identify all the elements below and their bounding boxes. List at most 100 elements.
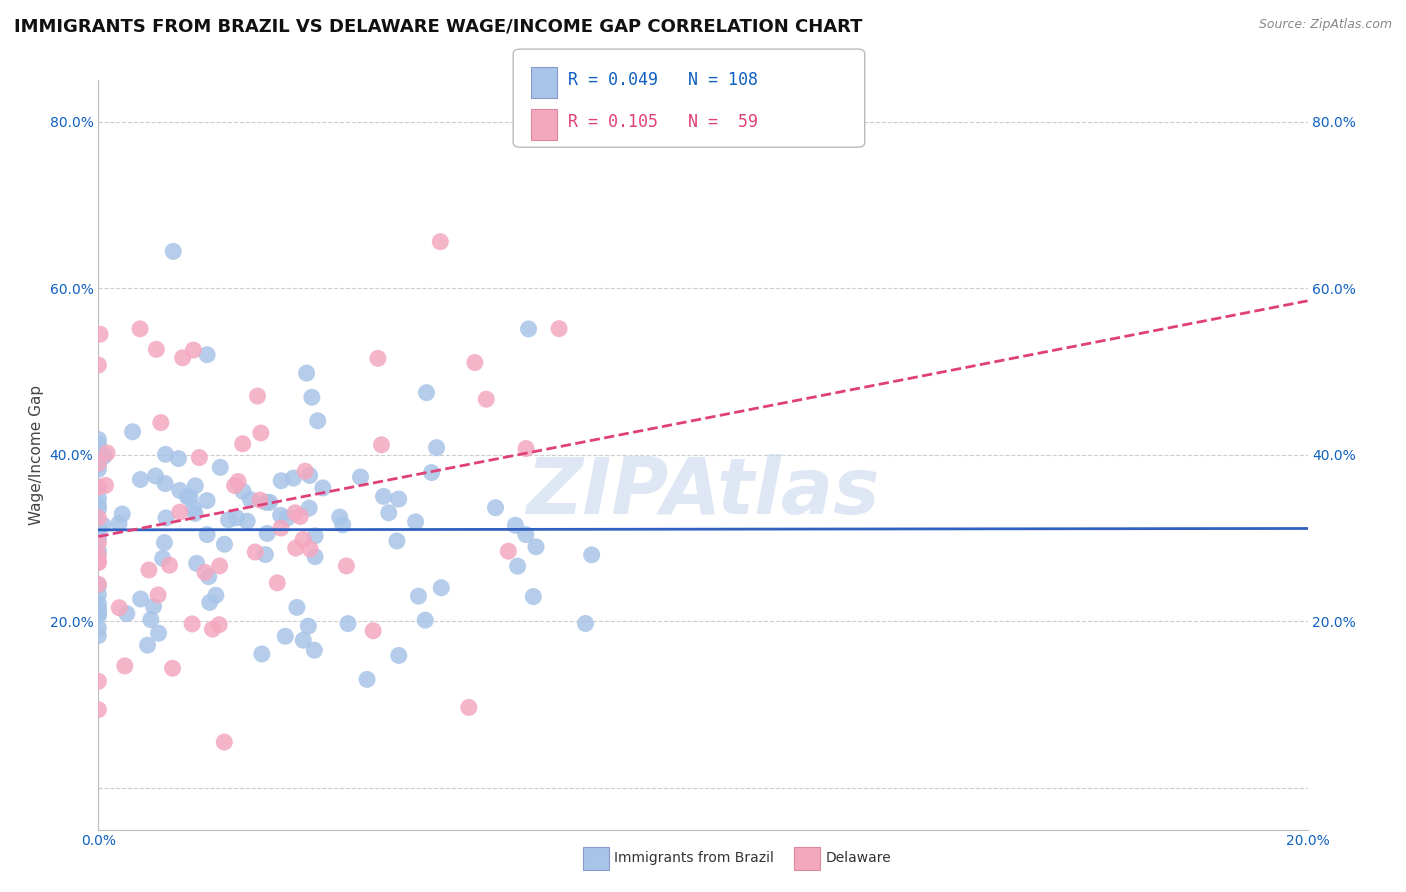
Point <box>250 647 273 661</box>
Point <box>91 518 114 533</box>
Point <box>195 527 218 541</box>
Point <box>295 366 318 380</box>
Point <box>87 604 110 618</box>
Point <box>312 481 335 495</box>
Point <box>162 661 184 675</box>
Point <box>149 416 172 430</box>
Point <box>249 493 271 508</box>
Point <box>304 529 326 543</box>
Point <box>270 521 292 535</box>
Point <box>236 514 259 528</box>
Point <box>361 624 384 638</box>
Point <box>329 510 352 524</box>
Point <box>153 476 176 491</box>
Point <box>429 235 451 249</box>
Point <box>515 527 537 541</box>
Point <box>108 600 131 615</box>
Point <box>159 558 181 573</box>
Point <box>270 508 292 523</box>
Point <box>87 549 110 563</box>
Point <box>336 616 359 631</box>
Point <box>283 471 305 485</box>
Point <box>420 466 443 480</box>
Point <box>111 507 134 521</box>
Point <box>94 478 117 492</box>
Point <box>299 541 322 556</box>
Point <box>172 351 194 365</box>
Point <box>224 478 246 492</box>
Point <box>370 438 392 452</box>
Point <box>87 522 110 536</box>
Point <box>290 509 312 524</box>
Point <box>87 458 110 472</box>
Point <box>87 535 110 549</box>
Point <box>298 501 321 516</box>
Point <box>505 518 527 533</box>
Point <box>430 581 453 595</box>
Point <box>475 392 498 407</box>
Point <box>87 502 110 516</box>
Point <box>87 629 110 643</box>
Point <box>87 555 110 569</box>
Point <box>292 633 315 648</box>
Point <box>464 355 486 369</box>
Point <box>266 575 288 590</box>
Point <box>301 390 323 404</box>
Point <box>87 531 110 545</box>
Point <box>87 437 110 451</box>
Point <box>388 648 411 663</box>
Point <box>87 480 110 494</box>
Point <box>298 468 321 483</box>
Point <box>208 617 231 632</box>
Point <box>87 433 110 447</box>
Point <box>155 511 177 525</box>
Point <box>232 484 254 499</box>
Point <box>87 556 110 570</box>
Point <box>145 343 167 357</box>
Point <box>201 622 224 636</box>
Point <box>152 551 174 566</box>
Point <box>524 540 547 554</box>
Point <box>198 595 221 609</box>
Point <box>87 577 110 591</box>
Point <box>259 495 281 509</box>
Point <box>169 483 191 498</box>
Point <box>226 475 249 489</box>
Point <box>148 626 170 640</box>
Point <box>413 613 436 627</box>
Point <box>142 599 165 614</box>
Point <box>89 327 111 342</box>
Point <box>214 735 236 749</box>
Point <box>184 479 207 493</box>
Point <box>129 473 152 487</box>
Text: Immigrants from Brazil: Immigrants from Brazil <box>614 851 775 865</box>
Point <box>145 469 167 483</box>
Point <box>356 673 378 687</box>
Point <box>256 526 278 541</box>
Point <box>332 517 354 532</box>
Point <box>522 590 544 604</box>
Point <box>183 501 205 516</box>
Point <box>284 541 307 555</box>
Point <box>87 462 110 476</box>
Point <box>87 608 110 623</box>
Point <box>250 425 273 440</box>
Point <box>498 544 520 558</box>
Point <box>239 492 262 507</box>
Point <box>548 321 571 335</box>
Point <box>425 441 447 455</box>
Point <box>285 600 308 615</box>
Point <box>93 449 115 463</box>
Point <box>184 507 207 521</box>
Point <box>129 592 152 607</box>
Point <box>254 495 277 509</box>
Point <box>153 535 176 549</box>
Point <box>87 597 110 611</box>
Point <box>87 511 110 525</box>
Point <box>87 602 110 616</box>
Text: Delaware: Delaware <box>825 851 891 865</box>
Point <box>292 533 315 547</box>
Point <box>246 389 269 403</box>
Point <box>245 545 267 559</box>
Point <box>225 510 247 524</box>
